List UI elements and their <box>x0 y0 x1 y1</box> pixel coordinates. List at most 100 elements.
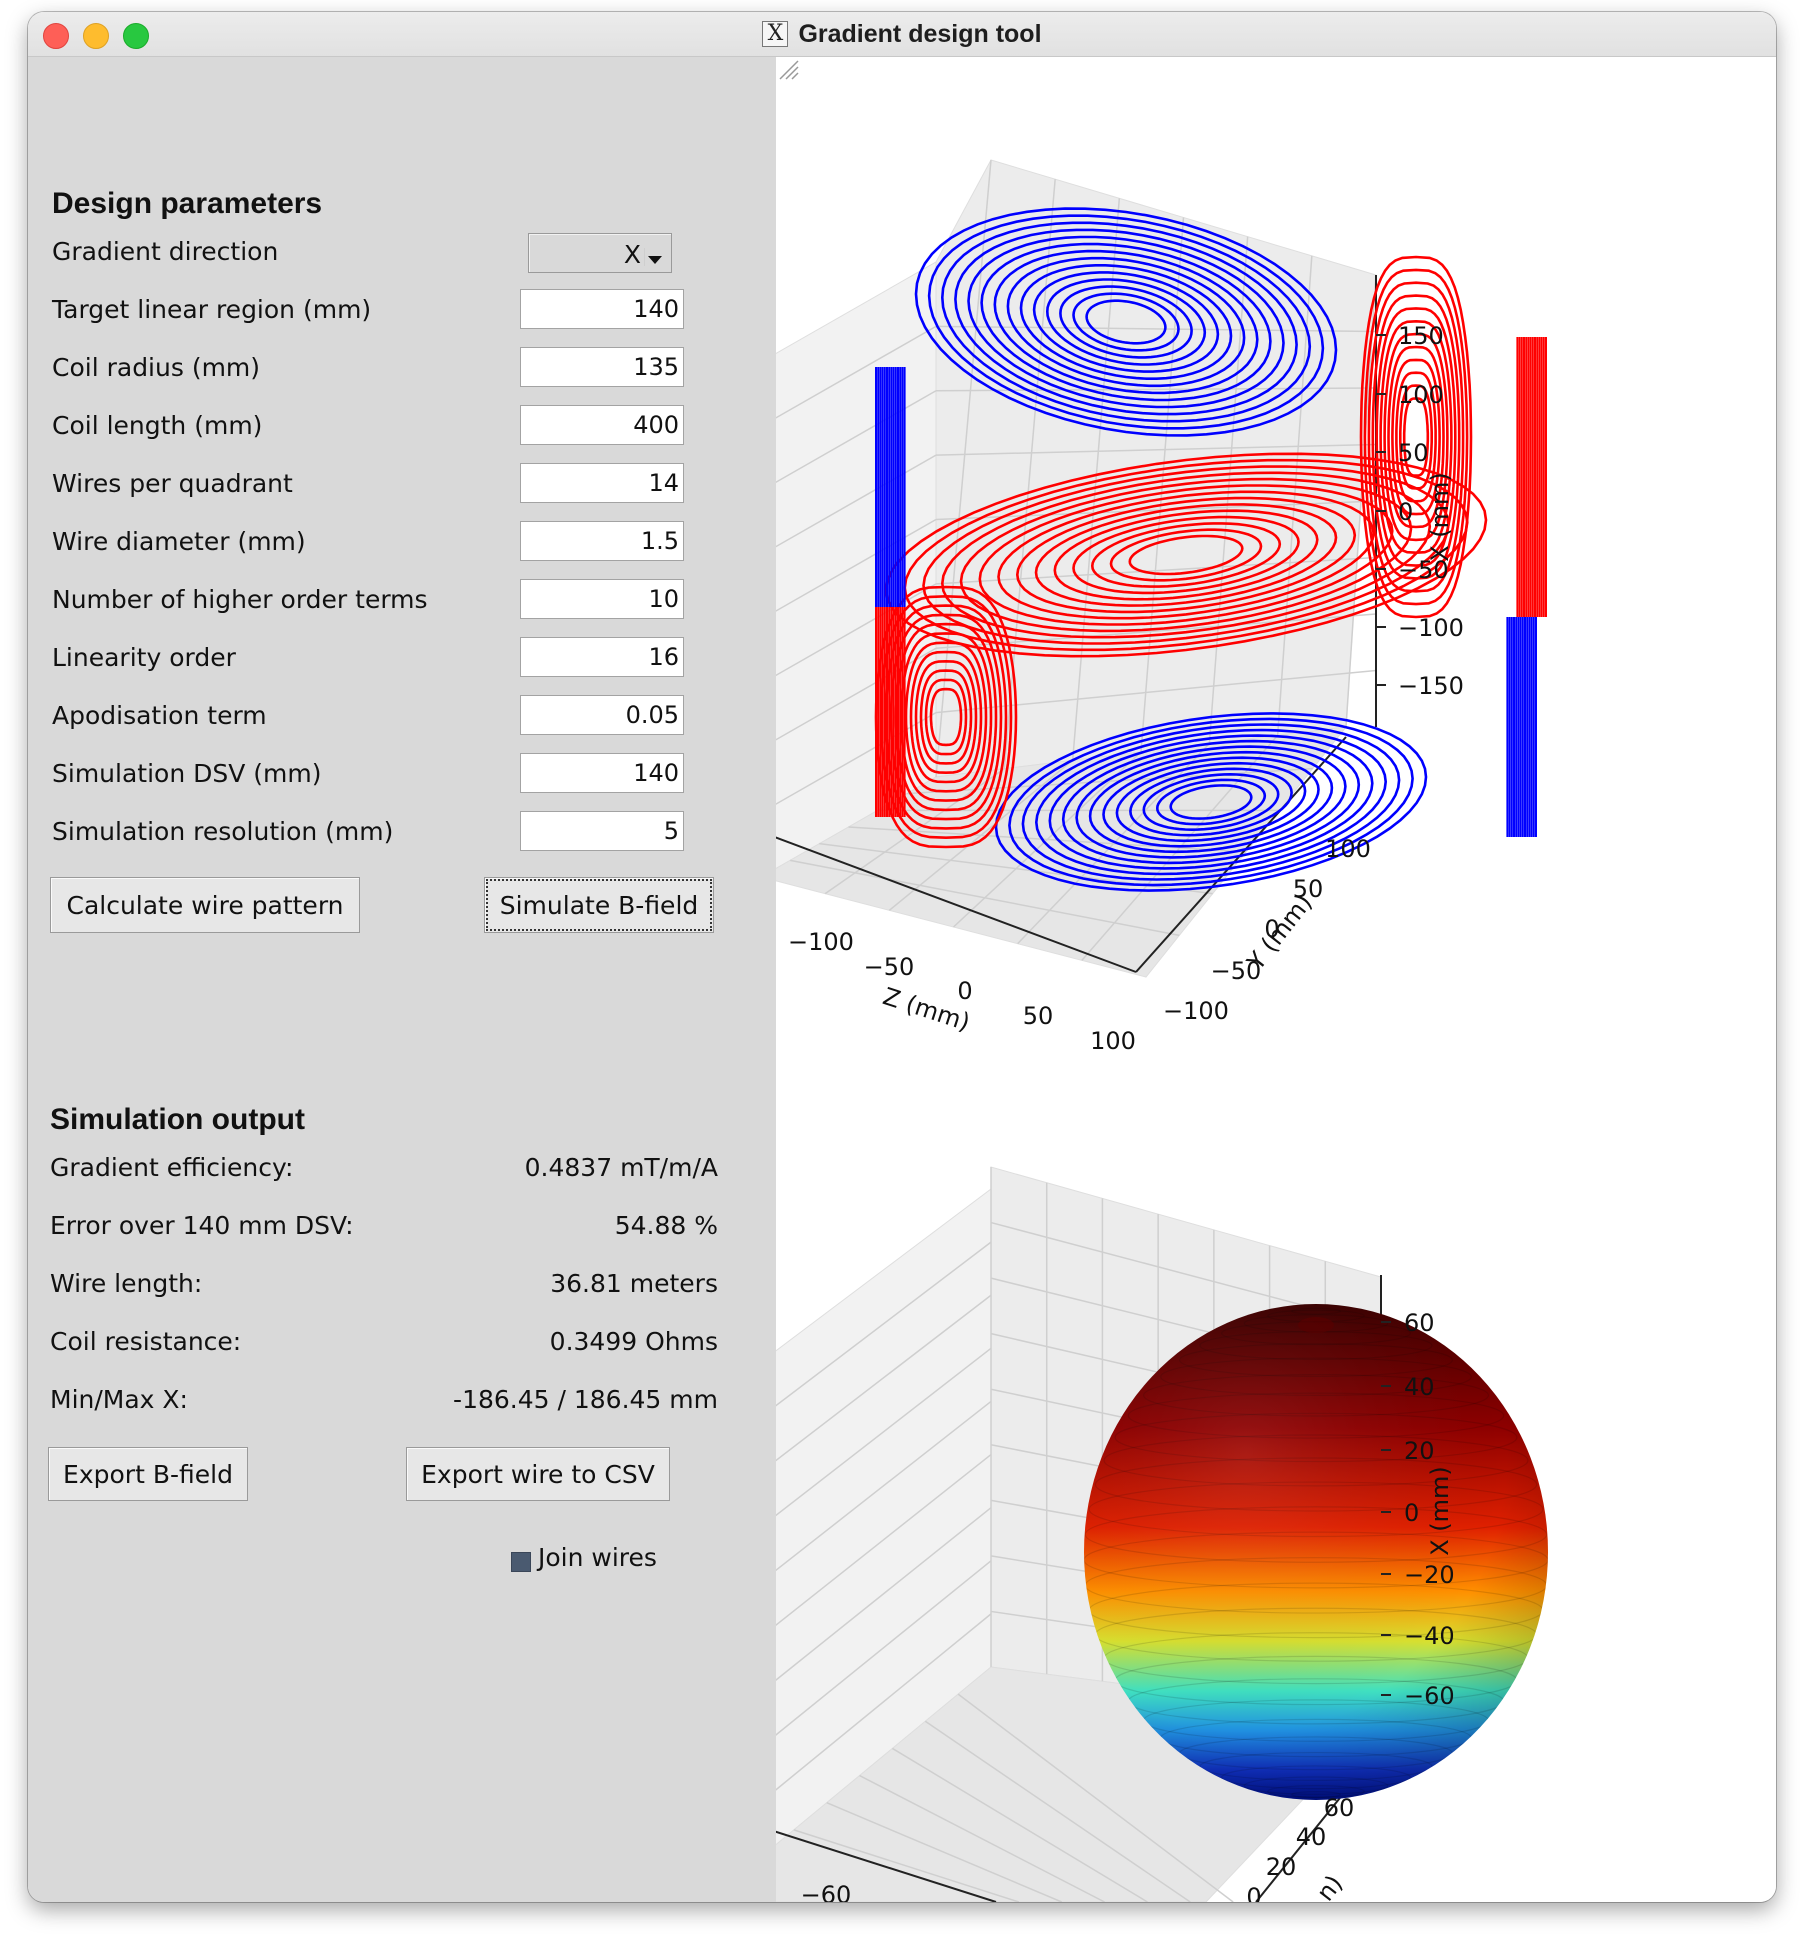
coil-resistance-label: Coil resistance: <box>50 1327 242 1356</box>
wire-pattern-series <box>874 207 1547 892</box>
output-row-wire-length: Wire length: 36.81 meters <box>50 1263 718 1307</box>
wire-loop <box>924 678 968 756</box>
output-row-gradient-efficiency: Gradient efficiency: 0.4837 mT/m/A <box>50 1147 718 1191</box>
wires-per-quadrant-label: Wires per quadrant <box>52 469 293 498</box>
bottom-x-tick-label: 0 <box>1404 1499 1419 1527</box>
coil-length-input[interactable] <box>520 405 684 445</box>
wire-loop <box>1391 358 1441 516</box>
apodisation-term-input[interactable] <box>520 695 684 735</box>
simulate-b-field-button[interactable]: Simulate B-field <box>484 877 714 933</box>
wire-loop <box>1155 778 1267 826</box>
wire-loop <box>1367 281 1465 593</box>
minimize-button[interactable] <box>83 23 109 49</box>
window-title: Gradient design tool <box>798 19 1042 48</box>
wire-loop <box>1359 255 1473 619</box>
top-z-axis-label: X (mm) <box>1426 472 1454 562</box>
wire-loop <box>904 641 988 793</box>
chevron-down-icon <box>644 248 663 266</box>
output-row-coil-resistance: Coil resistance: 0.3499 Ohms <box>50 1321 718 1365</box>
wire-loop <box>954 228 1298 416</box>
top-z-tick-label: −100 <box>788 928 854 956</box>
coil-radius-label: Coil radius (mm) <box>52 353 261 382</box>
export-b-field-button[interactable]: Export B-field <box>48 1447 248 1501</box>
wire-loop <box>1088 750 1334 854</box>
top-x-tick-label: −100 <box>1398 614 1464 642</box>
top-y-tick-label: 100 <box>1325 835 1371 863</box>
wire-loop <box>1061 739 1361 865</box>
wire-loop <box>1032 271 1220 373</box>
wire-loop <box>1008 717 1414 887</box>
wire-loop <box>1363 268 1469 606</box>
wire-loop <box>1402 397 1430 477</box>
coil-length-label: Coil length (mm) <box>52 411 263 440</box>
wire-loop <box>914 207 1338 437</box>
resize-grip-icon[interactable] <box>776 57 800 81</box>
wires-per-quadrant-input[interactable] <box>520 463 684 503</box>
param-row-wire-diameter: Wire diameter (mm) <box>52 519 712 565</box>
top-y-tick-label: −50 <box>1211 957 1262 985</box>
close-button[interactable] <box>43 23 69 49</box>
join-wires-checkbox[interactable] <box>511 1552 531 1572</box>
gradient-efficiency-label: Gradient efficiency: <box>50 1153 294 1182</box>
wire-diameter-label: Wire diameter (mm) <box>52 527 306 556</box>
wire-loop <box>1142 772 1280 832</box>
top-x-tick-label: −50 <box>1398 556 1449 584</box>
wire-loop <box>1115 761 1307 843</box>
control-panel: Design parameters Gradient direction X T… <box>28 57 776 1902</box>
gradient-direction-row: Gradient direction X <box>52 229 712 275</box>
simulation-dsv-label: Simulation DSV (mm) <box>52 759 322 788</box>
export-wire-csv-button[interactable]: Export wire to CSV <box>406 1447 670 1501</box>
wire-loop <box>1090 522 1282 588</box>
wire-loop <box>1034 503 1338 607</box>
wire-loop <box>922 465 1450 645</box>
wire-loop <box>927 214 1325 430</box>
param-row-linearity-order: Linearity order <box>52 635 712 681</box>
wire-loop <box>929 687 963 747</box>
dsv-error-value: 54.88 % <box>614 1211 718 1240</box>
wire-loop <box>1019 264 1233 380</box>
plot-area: 150 100 50 0 −50 −100 −150 100 50 0 −50 −100 −100 −50… <box>776 57 1776 1902</box>
simulation-resolution-input[interactable] <box>520 811 684 851</box>
wire-loop <box>1102 756 1320 848</box>
wire-loop <box>1399 384 1433 490</box>
wire-diameter-input[interactable] <box>520 521 684 561</box>
linearity-order-input[interactable] <box>520 637 684 677</box>
bottom-x-tick-label: −20 <box>1404 1561 1455 1589</box>
design-parameters-heading: Design parameters <box>52 187 323 220</box>
title-bar[interactable]: X Gradient design tool <box>28 12 1776 57</box>
join-wires-label: Join wires <box>538 1543 657 1572</box>
gradient-efficiency-value: 0.4837 mT/m/A <box>524 1153 718 1182</box>
simulation-dsv-input[interactable] <box>520 753 684 793</box>
top-y-tick-label: 0 <box>1264 915 1279 943</box>
param-row-simulation-resolution: Simulation resolution (mm) <box>52 809 712 855</box>
wire-loop <box>1383 332 1449 542</box>
wire-loop <box>980 242 1272 402</box>
wire-loop <box>1109 528 1263 582</box>
param-row-target-linear-region: Target linear region (mm) <box>52 287 712 333</box>
wire-loop <box>1072 515 1300 595</box>
target-linear-region-input[interactable] <box>520 289 684 329</box>
coil-radius-input[interactable] <box>520 347 684 387</box>
wire-loop <box>1059 285 1193 359</box>
wire-loop <box>1021 723 1401 881</box>
wire-loop <box>993 249 1259 395</box>
calculate-wire-pattern-button[interactable]: Calculate wire pattern <box>50 877 360 933</box>
gradient-direction-label: Gradient direction <box>52 237 279 266</box>
wire-loop <box>1045 278 1207 366</box>
bottom-x-tick-label: 20 <box>1404 1437 1435 1465</box>
wire-length-value: 36.81 meters <box>550 1269 718 1298</box>
top-x-tick-label: −150 <box>1398 672 1464 700</box>
bottom-y-tick-label: 40 <box>1296 1823 1327 1851</box>
param-row-higher-order-terms: Number of higher order terms <box>52 577 712 623</box>
dsv-error-label: Error over 140 mm DSV: <box>50 1211 354 1240</box>
higher-order-terms-label: Number of higher order terms <box>52 585 428 614</box>
maximize-button[interactable] <box>123 23 149 49</box>
wire-length-label: Wire length: <box>50 1269 203 1298</box>
wire-loop <box>1015 496 1357 614</box>
wire-loop <box>1169 784 1253 820</box>
higher-order-terms-input[interactable] <box>520 579 684 619</box>
gradient-direction-select[interactable]: X <box>528 233 672 273</box>
wire-loop <box>1053 509 1319 601</box>
output-row-min-max-x: Min/Max X: -186.45 / 186.45 mm <box>50 1379 718 1423</box>
bottom-x-tick-label: 60 <box>1404 1309 1435 1337</box>
